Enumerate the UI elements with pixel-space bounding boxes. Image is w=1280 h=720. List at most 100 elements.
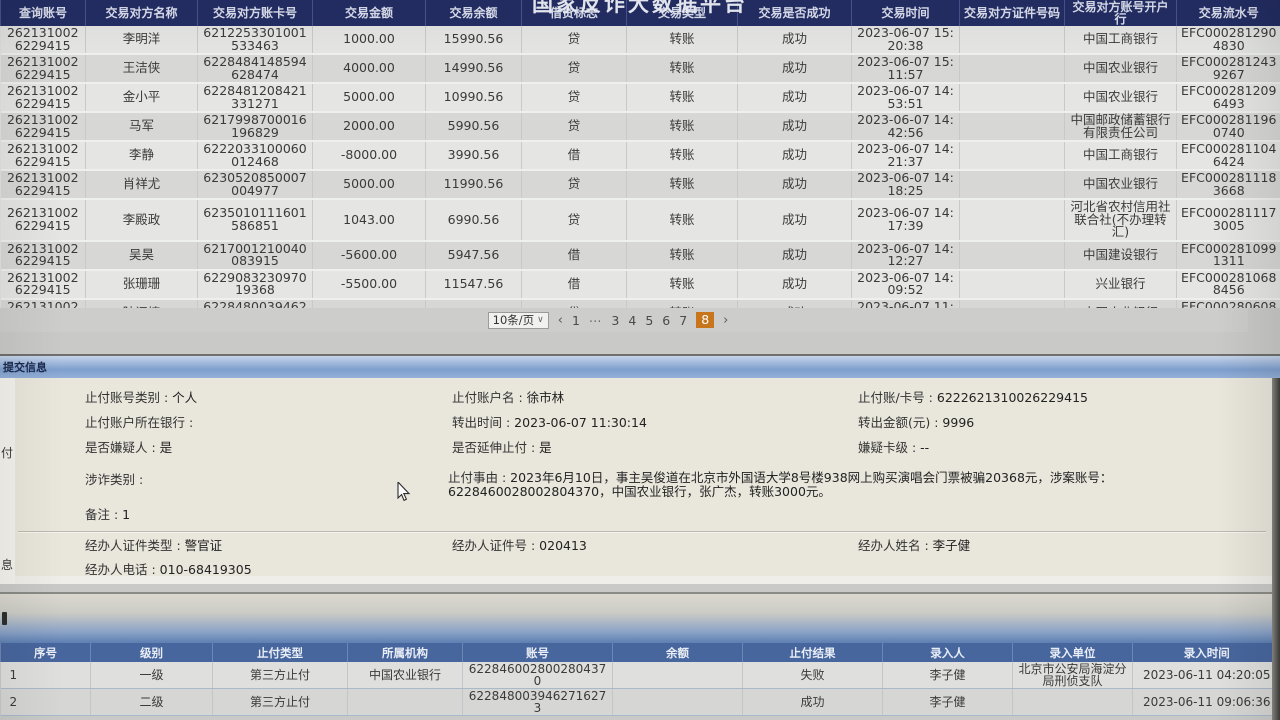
txn-type-cell: 转账 — [626, 269, 738, 300]
success-cell: 成功 — [737, 240, 852, 271]
submit-info-section-title: 提交信息 — [3, 361, 47, 374]
counterparty-bank-cell: 中国工商银行 — [1064, 141, 1177, 171]
txn-time-cell: 2023-06-07 14:17:39 — [851, 199, 960, 242]
transaction-row[interactable]: 2621310026229415 陆闻捷 6228480039462716273… — [0, 298, 1280, 308]
left-edge-mark — [2, 612, 7, 625]
txn-time-cell: 2023-06-07 11:30:14 — [851, 298, 960, 308]
query-account-cell: 2621310026229415 — [0, 26, 86, 55]
platform-title: 国家反诈大数据平台 — [532, 0, 748, 16]
counterparty-id-cell — [959, 269, 1065, 300]
result-cell: 成功 — [742, 688, 883, 716]
serial-no-cell: EFC0002812904830 — [1176, 26, 1280, 55]
balance-cell: 5947.56 — [425, 240, 522, 271]
page-button-1[interactable]: 1 — [571, 312, 580, 328]
field-account-type: 止付账号类别 : 个人 — [85, 390, 198, 405]
transaction-row[interactable]: 2621310026229415 吴昊 6217001210040083915 … — [0, 240, 1280, 271]
stop-payment-header-row: 序号 级别 止付类型 所属机构 账号 余额 止付结果 录入人 录入单位 录入时间 — [0, 643, 1280, 662]
counterparty-name-cell: 张珊珊 — [85, 269, 198, 300]
page-size-select[interactable]: 10条/页 ∨ — [487, 311, 549, 329]
balance-cell: 11990.56 — [425, 170, 522, 200]
balance-cell: 15990.56 — [425, 26, 522, 55]
txn-type-cell: 转账 — [626, 240, 738, 271]
transaction-table-area: 国家反诈大数据平台 查询账号 交易对方名称 交易对方账卡号 交易金额 交易余额 借贷标志交… — [0, 0, 1280, 308]
page-button-5[interactable]: 5 — [645, 312, 654, 328]
amount-cell: 5000.00 — [312, 83, 426, 113]
next-page-button[interactable]: › — [723, 312, 729, 328]
transaction-column-header: 查询账号 — [0, 0, 86, 26]
stop-payment-row[interactable]: 2 二级 第三方止付 6228480039462716273 成功 李子健 20… — [0, 688, 1280, 716]
counterparty-id-cell — [959, 54, 1065, 84]
stop-type-cell: 第三方止付 — [212, 688, 348, 716]
transaction-column-header: 交易类型 — [626, 0, 738, 26]
serial-no-cell: EFC0002810991311 — [1176, 240, 1280, 271]
transaction-row[interactable]: 2621310026229415 金小平 6228481208421331271… — [0, 83, 1280, 113]
counterparty-card-cell: 6217001210040083915 — [197, 240, 313, 271]
serial-no-cell: EFC0002811173005 — [1176, 199, 1280, 242]
counterparty-name-cell: 金小平 — [85, 83, 198, 113]
counterparty-name-cell: 马军 — [85, 112, 198, 142]
transaction-row[interactable]: 2621310026229415 李明洋 6212253301001533463… — [0, 26, 1280, 55]
balance-cell: 3990.56 — [425, 141, 522, 171]
serial-no-cell: EFC0002812096493 — [1176, 83, 1280, 113]
counterparty-name-cell: 李静 — [85, 141, 198, 171]
field-is-extended: 是否延伸止付 : 是 — [452, 440, 552, 455]
transaction-row[interactable]: 2621310026229415 马军 6217998700016196829 … — [0, 112, 1280, 142]
page-button-7[interactable]: 7 — [679, 312, 688, 328]
stop-payment-column-header: 序号 — [0, 643, 91, 662]
org-cell: 中国农业银行 — [347, 662, 463, 689]
transaction-column-header: 交易对方账号开户行 — [1064, 0, 1177, 26]
field-is-suspect: 是否嫌疑人 : 是 — [85, 440, 173, 455]
stop-payment-column-header: 止付类型 — [212, 643, 348, 662]
page-button-6[interactable]: 6 — [662, 312, 671, 328]
serial-no-cell: EFC0002812439267 — [1176, 54, 1280, 84]
success-cell: 成功 — [737, 141, 852, 171]
transaction-row[interactable]: 2621310026229415 张珊珊 622908323097019368 … — [0, 269, 1280, 300]
stop-payment-row[interactable]: 1 一级 第三方止付 中国农业银行 6228460028002804370 失败… — [0, 662, 1280, 689]
success-cell: 成功 — [737, 199, 852, 242]
amount-cell: 4000.00 — [312, 54, 426, 84]
stop-payment-column-header: 止付结果 — [742, 643, 883, 662]
transaction-column-header: 交易余额 — [425, 0, 522, 26]
counterparty-name-cell: 陆闻捷 — [85, 298, 198, 308]
stop-payment-column-header: 余额 — [612, 643, 743, 662]
pagination-ellipsis: ⋯ — [588, 312, 603, 328]
amount-cell: 2000.00 — [312, 112, 426, 142]
transaction-row[interactable]: 2621310026229415 肖祥尤 6230520850007004977… — [0, 170, 1280, 200]
entry-unit-cell: 北京市公安局海淀分局刑侦支队 — [1012, 662, 1133, 689]
success-cell: 成功 — [737, 170, 852, 200]
prev-page-button[interactable]: ‹ — [557, 312, 563, 328]
counterparty-name-cell: 李明洋 — [85, 26, 198, 55]
txn-time-cell: 2023-06-07 14:42:56 — [851, 112, 960, 142]
txn-time-cell: 2023-06-07 14:21:37 — [851, 141, 960, 171]
field-remark: 备注 : 1 — [85, 507, 131, 522]
stop-payment-column-header: 录入时间 — [1132, 643, 1280, 662]
counterparty-id-cell — [959, 83, 1065, 113]
counterparty-name-cell: 李殿政 — [85, 199, 198, 242]
counterparty-bank-cell: 中国工商银行 — [1064, 26, 1177, 55]
level-cell: 一级 — [90, 662, 213, 689]
query-account-cell: 2621310026229415 — [0, 199, 86, 242]
txn-type-cell: 转账 — [626, 170, 738, 200]
loan-flag-cell: 贷 — [521, 112, 627, 142]
query-account-cell: 2621310026229415 — [0, 141, 86, 171]
transaction-row[interactable]: 2621310026229415 王洁侠 6228484148594628474… — [0, 54, 1280, 84]
counterparty-id-cell — [959, 298, 1065, 308]
transaction-row[interactable]: 2621310026229415 李静 6222033100060012468 … — [0, 141, 1280, 171]
page-button-3[interactable]: 3 — [611, 312, 620, 328]
page-button-8-active[interactable]: 8 — [696, 312, 715, 328]
page-button-4[interactable]: 4 — [628, 312, 637, 328]
transaction-row[interactable]: 2621310026229415 李殿政 6235010111601586851… — [0, 199, 1280, 242]
stop-payment-column-header: 录入单位 — [1012, 643, 1133, 662]
counterparty-card-cell: 6228484148594628474 — [197, 54, 313, 84]
mouse-cursor — [397, 482, 411, 502]
amount-cell: -8000.00 — [312, 141, 426, 171]
success-cell: 成功 — [737, 298, 852, 308]
entry-time-cell: 2023-06-11 09:06:36 — [1132, 688, 1280, 716]
account-cell: 6228480039462716273 — [462, 688, 613, 716]
txn-type-cell: 转账 — [626, 26, 738, 55]
balance-cell — [612, 688, 743, 716]
field-stop-reason: 止付事由 : 2023年6月10日，事主吴俊道在北京市外国语大学8号楼938网上… — [448, 470, 1113, 499]
loan-flag-cell: 借 — [521, 269, 627, 300]
account-cell: 6228460028002804370 — [462, 662, 613, 689]
field-operator-phone: 经办人电话 : 010-68419305 — [85, 562, 252, 577]
